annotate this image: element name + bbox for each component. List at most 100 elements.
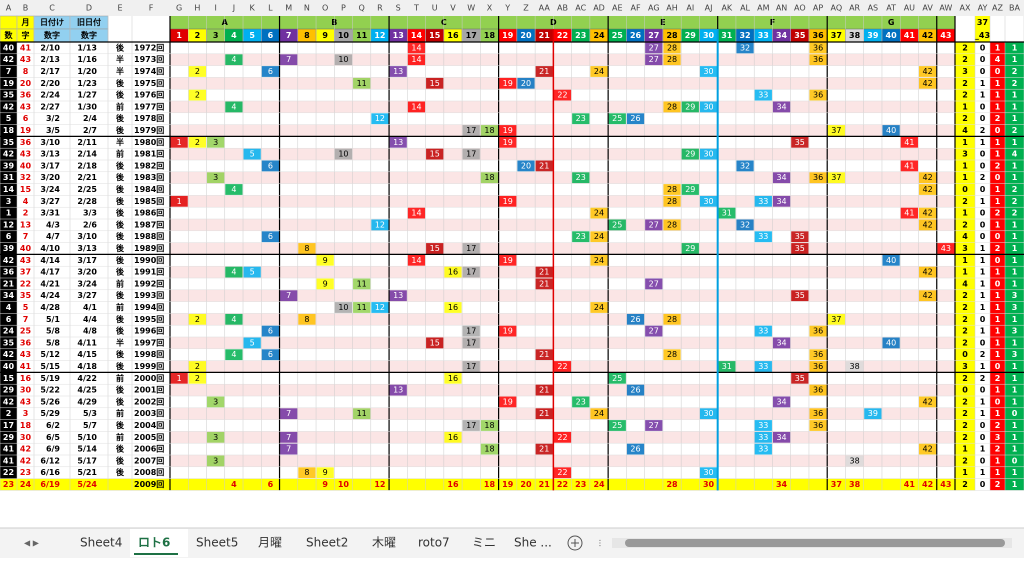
number: 24 xyxy=(594,256,604,265)
cell-a: 41 xyxy=(3,445,15,454)
number: 4 xyxy=(231,102,236,111)
count-bg xyxy=(955,230,975,243)
number-cell xyxy=(389,66,407,77)
cell-e: 前 xyxy=(116,373,124,383)
b-bg xyxy=(17,372,34,385)
col-letter: Q xyxy=(359,4,365,13)
cell-d: 5/3 xyxy=(83,409,97,418)
count-bg xyxy=(990,325,1005,337)
number-cell xyxy=(791,136,809,148)
number-cell xyxy=(353,77,371,89)
number-cell xyxy=(608,113,626,125)
number-header: 37 xyxy=(831,31,842,40)
cell-d: 5/24 xyxy=(77,480,97,489)
a-bg xyxy=(0,348,17,361)
number-header: 2 xyxy=(195,31,201,40)
count: 4 xyxy=(962,232,968,241)
number: 8 xyxy=(304,244,309,253)
a-bg xyxy=(0,301,17,314)
col-letter: B xyxy=(23,4,29,13)
b-bg xyxy=(17,136,34,149)
number: 18 xyxy=(484,126,494,135)
header-cell xyxy=(0,15,18,30)
sheet-tab[interactable]: 木曜 xyxy=(372,536,396,550)
number: 19 xyxy=(503,126,513,135)
cell-e: 後 xyxy=(116,172,125,182)
sheet-tab[interactable]: Sheet5 xyxy=(196,536,238,550)
b-bg xyxy=(17,289,34,302)
add-sheet[interactable] xyxy=(567,535,583,551)
number: 28 xyxy=(667,220,677,229)
sheet-tab[interactable]: ミニ xyxy=(472,536,496,550)
number-cell xyxy=(681,243,699,254)
number: 38 xyxy=(849,362,859,371)
number-header: 34 xyxy=(776,31,788,40)
number: 27 xyxy=(649,421,659,430)
number-cell xyxy=(608,420,626,431)
number: 14 xyxy=(411,102,421,111)
count-bg xyxy=(990,195,1005,208)
header-text: 数字 xyxy=(81,30,97,40)
number-cell xyxy=(681,101,699,113)
count-bg xyxy=(975,301,990,314)
number-cell xyxy=(243,337,261,349)
sheet-tab[interactable]: Sheet4 xyxy=(80,536,122,550)
b-bg xyxy=(17,278,34,290)
cell-a: 17 xyxy=(3,421,14,430)
count: 0 xyxy=(995,173,1001,182)
number-header: 23 xyxy=(575,31,586,40)
count: 1 xyxy=(980,197,986,206)
col-letter: R xyxy=(377,4,383,13)
number-cell xyxy=(645,420,663,431)
cell-e: 後 xyxy=(116,361,125,371)
cell-b: 41 xyxy=(20,362,32,371)
number: 4 xyxy=(231,480,237,489)
cell-f: 2001回 xyxy=(134,386,164,395)
count: 1 xyxy=(995,456,1001,465)
count-bg xyxy=(955,53,975,66)
number-cell xyxy=(845,455,864,467)
number-cell xyxy=(590,231,608,243)
number-cell xyxy=(371,302,389,313)
b-bg xyxy=(17,42,34,54)
sheet-tab[interactable]: Sheet2 xyxy=(306,536,348,550)
count-bg xyxy=(990,160,1005,172)
sheet-tab[interactable]: ロト6 xyxy=(138,536,170,550)
number: 33 xyxy=(758,327,768,336)
cell-c: 5/15 xyxy=(40,362,60,371)
cell-e: 後 xyxy=(116,444,125,454)
count: 1 xyxy=(980,445,986,454)
b-bg xyxy=(17,254,34,267)
count: 2 xyxy=(995,114,1001,123)
number: 34 xyxy=(776,480,788,489)
number: 19 xyxy=(503,397,513,406)
row-band xyxy=(170,124,955,137)
number-cell xyxy=(243,266,261,278)
cell-a: 40 xyxy=(3,362,15,371)
number: 27 xyxy=(649,55,659,64)
number: 12 xyxy=(375,220,385,229)
number-cell xyxy=(188,313,207,325)
number: 21 xyxy=(539,350,549,359)
sheet-tab[interactable]: 月曜 xyxy=(258,536,282,550)
cell-a: 42 xyxy=(3,397,14,406)
number-header: 17 xyxy=(466,31,477,40)
number: 16 xyxy=(448,433,458,442)
sheet-tab[interactable]: roto7 xyxy=(418,536,450,550)
count: 2 xyxy=(995,244,1001,253)
count: 1 xyxy=(962,161,968,170)
number: 25 xyxy=(612,220,622,229)
cell-b: 7 xyxy=(23,232,29,241)
cell-c: 4/21 xyxy=(40,279,60,288)
number: 15 xyxy=(430,338,440,347)
cell-d: 2/18 xyxy=(77,161,97,170)
count: 4 xyxy=(962,279,968,288)
sheet-tab[interactable]: She ... xyxy=(514,536,552,550)
count: 1 xyxy=(995,350,1001,359)
count-bg xyxy=(1005,443,1024,455)
count: 1 xyxy=(995,102,1001,111)
number-cell xyxy=(499,325,517,337)
number: 2 xyxy=(195,374,200,383)
number: 3 xyxy=(213,173,218,182)
cell-a: 14 xyxy=(3,185,15,194)
